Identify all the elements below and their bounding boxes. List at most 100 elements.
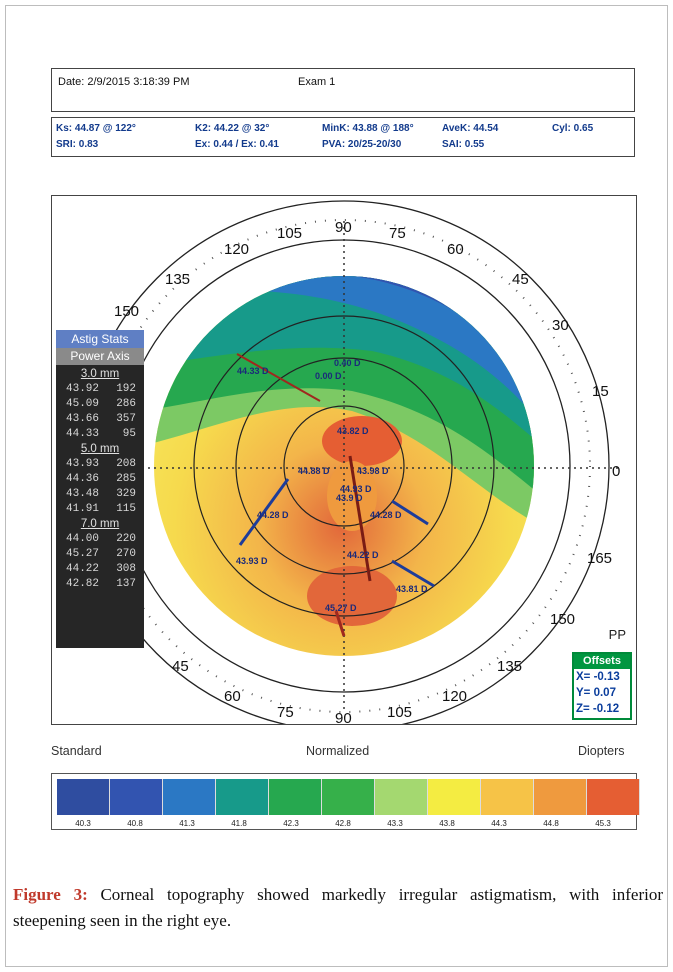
scale-value-label: 41.8 — [213, 819, 265, 828]
scale-value-label: 41.3 — [161, 819, 213, 828]
exam-title: Exam 1 — [298, 76, 335, 88]
figure-caption: Figure 3: Corneal topography showed mark… — [13, 882, 663, 934]
offsets-title: Offsets — [574, 654, 630, 669]
map-label-7: 43.98 D — [357, 466, 389, 476]
axis-label-105-bottom: 105 — [387, 704, 412, 721]
axis-label-135-bottom: 135 — [497, 658, 522, 675]
color-scale-swatches — [57, 779, 640, 815]
astig-row: 43.66 357 — [56, 412, 144, 427]
astig-row: 44.33 95 — [56, 427, 144, 442]
scale-value-label: 43.3 — [369, 819, 421, 828]
map-label-2: 0.00 D — [315, 371, 342, 381]
scale-value-label: 40.8 — [109, 819, 161, 828]
axis-label-45-top: 45 — [512, 271, 529, 288]
avek-value: AveK: 44.54 — [442, 123, 498, 134]
scale-swatch — [481, 779, 534, 815]
astig-stats-panel: Astig Stats Power Axis 3.0 mm 43.92 192 4… — [56, 330, 144, 648]
scale-value-label: 40.3 — [57, 819, 109, 828]
scale-swatch — [587, 779, 640, 815]
astig-row: 43.92 192 — [56, 382, 144, 397]
axis-label-105-top: 105 — [277, 225, 302, 242]
scale-swatch — [110, 779, 163, 815]
map-label-9: 44.28 D — [370, 510, 402, 520]
map-label-8: 44.28 D — [257, 510, 289, 520]
scale-swatch — [216, 779, 269, 815]
map-label-6: 43.9 D — [336, 493, 363, 503]
color-scale-labels: 40.3 40.8 41.3 41.8 42.3 42.8 43.3 43.8 44.3 44.8… — [57, 819, 629, 828]
offsets-box: Offsets X= -0.13 Y= 0.07 Z= -0.12 — [572, 652, 632, 720]
axis-label-75-bottom: 75 — [277, 704, 294, 721]
astig-stats-subtitle: Power Axis — [56, 348, 144, 365]
astig-row: 45.09 286 — [56, 397, 144, 412]
axis-label-0: 0 — [612, 463, 620, 480]
offset-x: X= -0.13 — [574, 669, 630, 685]
zone-label: 7.0 mm — [56, 517, 144, 532]
caption-label: Figure 3: — [13, 885, 88, 904]
sri-value: SRI: 0.83 — [56, 139, 98, 150]
axis-label-60-bottom: 60 — [224, 688, 241, 705]
astig-row: 44.36 285 — [56, 472, 144, 487]
cyl-value: Cyl: 0.65 — [552, 123, 593, 134]
scale-type-standard: Standard — [51, 744, 102, 758]
map-label-10: 44.22 D — [347, 550, 379, 560]
astig-row: 42.82 137 — [56, 577, 144, 592]
caption-text: Corneal topography showed markedly irreg… — [13, 885, 663, 930]
map-label-5: 44.88 D — [298, 466, 330, 476]
axis-label-135-top: 135 — [165, 271, 190, 288]
k2-value: K2: 44.22 @ 32° — [195, 123, 269, 134]
astig-row: 45.27 270 — [56, 547, 144, 562]
pp-label: PP — [609, 627, 626, 642]
axis-label-60-top: 60 — [447, 241, 464, 258]
scale-swatch — [322, 779, 375, 815]
scale-value-label: 42.3 — [265, 819, 317, 828]
topography-map-panel: 0.40 D 0.00 D 44.33 D 43.82 D 44.88 D 43… — [51, 195, 637, 725]
scale-unit-diopters: Diopters — [578, 744, 625, 758]
axis-label-120-top: 120 — [224, 241, 249, 258]
ex-value: Ex: 0.44 / Ex: 0.41 — [195, 139, 279, 150]
astig-row: 43.48 329 — [56, 487, 144, 502]
axis-label-150-top: 150 — [114, 303, 139, 320]
scale-value-label: 44.3 — [473, 819, 525, 828]
scale-swatch — [428, 779, 481, 815]
sai-value: SAI: 0.55 — [442, 139, 484, 150]
map-label-11: 45.27 D — [325, 603, 357, 613]
axis-label-90-top: 90 — [335, 219, 352, 236]
astig-row: 41.91 115 — [56, 502, 144, 517]
pva-value: PVA: 20/25-20/30 — [322, 139, 401, 150]
axis-label-120-bottom: 120 — [442, 688, 467, 705]
color-scale: 40.3 40.8 41.3 41.8 42.3 42.8 43.3 43.8 44.3 44.8… — [51, 773, 637, 830]
ks-value: Ks: 44.87 @ 122° — [56, 123, 136, 134]
map-label-12: 43.93 D — [236, 556, 268, 566]
offset-y: Y= 0.07 — [574, 685, 630, 701]
scale-value-label: 44.8 — [525, 819, 577, 828]
scale-swatch — [269, 779, 322, 815]
axis-label-150-bottom: 150 — [550, 611, 575, 628]
scale-value-label: 42.8 — [317, 819, 369, 828]
zone-label: 5.0 mm — [56, 442, 144, 457]
map-label-3: 44.33 D — [237, 366, 269, 376]
scale-swatch — [163, 779, 216, 815]
scale-swatch — [534, 779, 587, 815]
map-label-1: 0.40 D — [334, 358, 361, 368]
astig-row: 43.93 208 — [56, 457, 144, 472]
exam-header: Date: 2/9/2015 3:18:39 PM Exam 1 — [51, 68, 635, 112]
axis-label-30: 30 — [552, 317, 569, 334]
keratometry-indices: Ks: 44.87 @ 122° K2: 44.22 @ 32° MinK: 4… — [51, 117, 635, 157]
scale-value-label: 45.3 — [577, 819, 629, 828]
exam-date: Date: 2/9/2015 3:18:39 PM — [58, 76, 189, 88]
scale-mode-normalized: Normalized — [306, 744, 369, 758]
axis-label-165: 165 — [587, 550, 612, 567]
map-label-4: 43.82 D — [337, 426, 369, 436]
astig-row: 44.00 220 — [56, 532, 144, 547]
mink-value: MinK: 43.88 @ 188° — [322, 123, 414, 134]
axis-label-75-top: 75 — [389, 225, 406, 242]
scale-swatch — [375, 779, 428, 815]
astig-row: 44.22 308 — [56, 562, 144, 577]
map-label-14: 44.93 D — [340, 484, 372, 494]
scale-swatch — [57, 779, 110, 815]
axis-label-45-bottom: 45 — [172, 658, 189, 675]
map-label-13: 43.81 D — [396, 584, 428, 594]
zone-label: 3.0 mm — [56, 367, 144, 382]
axis-label-15: 15 — [592, 383, 609, 400]
astig-stats-title[interactable]: Astig Stats — [56, 330, 144, 348]
